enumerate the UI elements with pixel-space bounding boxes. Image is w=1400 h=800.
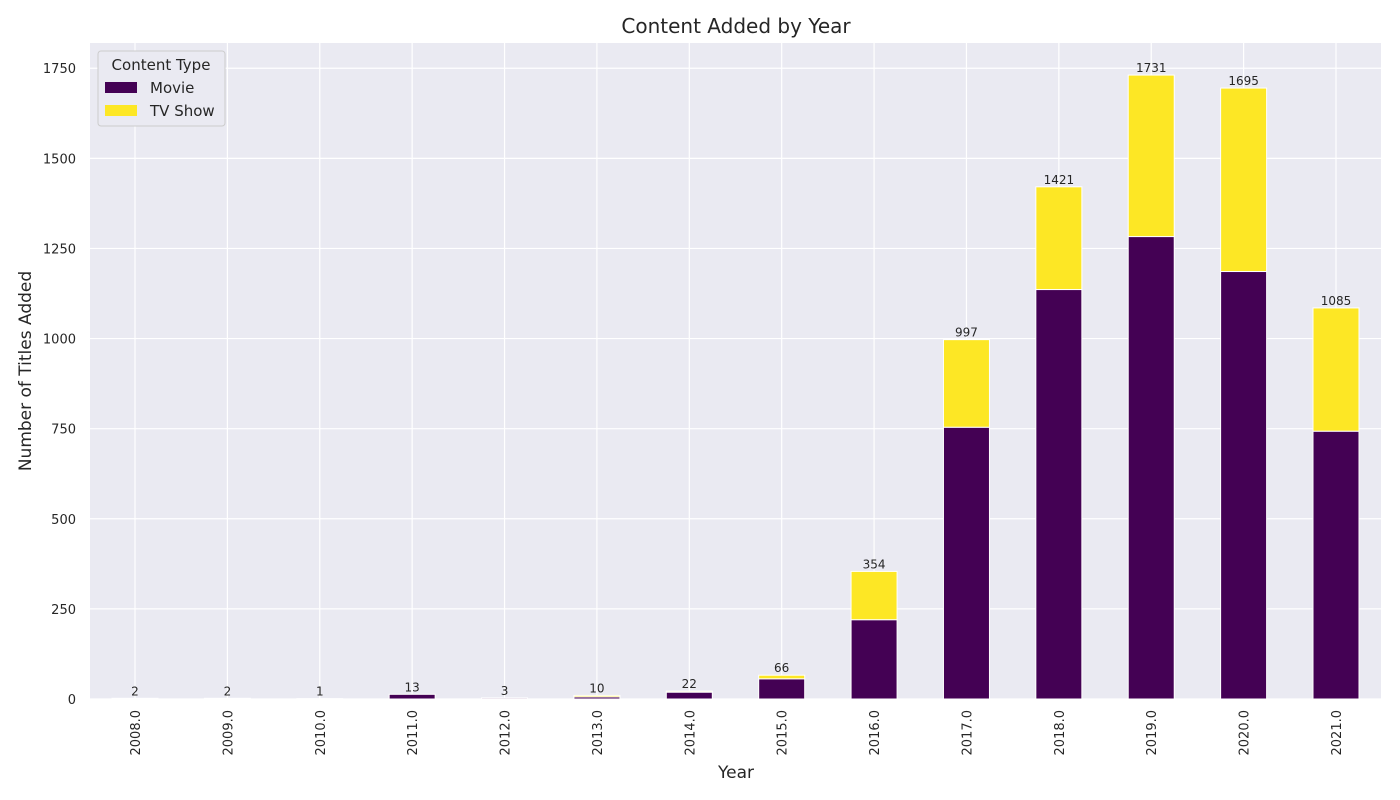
bars	[111, 74, 1360, 700]
total-label: 10	[589, 681, 604, 695]
total-label: 997	[955, 326, 978, 340]
plot-background	[90, 43, 1381, 699]
y-tick-label: 1750	[43, 62, 76, 77]
bar-movie-2016	[850, 619, 898, 700]
y-tick-label: 1000	[43, 333, 76, 348]
x-tick-label: 2015.0	[776, 710, 791, 756]
x-tick-label: 2017.0	[960, 710, 975, 756]
bar-tv-show-2018	[1035, 186, 1083, 291]
x-axis-title: Year	[717, 763, 754, 783]
bar-movie-2009	[203, 697, 251, 700]
bar-movie-2017	[942, 426, 990, 700]
total-label: 1085	[1321, 294, 1352, 308]
bar-movie-2014	[665, 691, 713, 700]
x-tick-label: 2019.0	[1145, 710, 1160, 756]
bar-tv-show-2019	[1127, 74, 1175, 238]
legend-swatch-movie	[105, 82, 137, 93]
bar-tv-show-2014	[665, 690, 713, 693]
x-tick-label: 2014.0	[683, 710, 698, 756]
x-tick-label: 2021.0	[1330, 710, 1345, 756]
bar-movie-2020	[1220, 271, 1268, 700]
bar-tv-show-2016	[850, 570, 898, 621]
bar-tv-show-2020	[1220, 87, 1268, 273]
total-label: 3	[501, 684, 509, 698]
legend-label-movie: Movie	[150, 79, 194, 97]
total-label: 1731	[1136, 61, 1167, 75]
total-label: 66	[774, 661, 789, 675]
total-label: 354	[863, 557, 886, 571]
bar-movie-2012	[481, 697, 529, 700]
legend-title: Content Type	[112, 56, 211, 74]
y-tick-label: 0	[68, 693, 76, 708]
x-tick-label: 2013.0	[591, 710, 606, 756]
bar-movie-2010	[296, 698, 344, 700]
bar-tv-show-2015	[758, 674, 806, 680]
bar-tv-show-2013	[573, 694, 621, 698]
bar-movie-2015	[758, 678, 806, 700]
total-label: 1695	[1228, 74, 1259, 88]
total-label: 1	[316, 685, 324, 699]
total-label: 22	[682, 677, 697, 691]
bar-movie-2021	[1312, 430, 1360, 700]
legend-label-tv-show: TV Show	[149, 102, 215, 120]
bar-movie-2019	[1127, 236, 1175, 700]
x-axis-ticks: 2008.0 2009.0 2010.0 2011.0 2012.0 2013.0 2014…	[129, 710, 1345, 756]
x-tick-label: 2020.0	[1238, 710, 1253, 756]
y-tick-label: 1250	[43, 242, 76, 257]
x-tick-label: 2012.0	[499, 710, 514, 756]
y-tick-label: 1500	[43, 152, 76, 167]
legend-swatch-tv-show	[105, 105, 137, 116]
bar-movie-2011	[388, 693, 436, 700]
total-label: 13	[405, 680, 420, 694]
bar-tv-show-2008	[111, 697, 159, 700]
x-tick-label: 2018.0	[1053, 710, 1068, 756]
y-axis-title: Number of Titles Added	[16, 271, 36, 471]
x-tick-label: 2009.0	[221, 710, 236, 756]
x-tick-label: 2008.0	[129, 710, 144, 756]
bar-tv-show-2021	[1312, 307, 1360, 432]
legend: Content Type Movie TV Show	[97, 50, 226, 127]
chart-title: Content Added by Year	[621, 14, 851, 38]
bar-movie-2018	[1035, 289, 1083, 700]
total-label: 2	[131, 684, 139, 698]
y-tick-label: 250	[51, 603, 76, 618]
y-tick-label: 750	[51, 423, 76, 438]
x-tick-label: 2016.0	[868, 710, 883, 756]
x-tick-label: 2010.0	[314, 710, 329, 756]
total-label: 2	[224, 684, 232, 698]
x-tick-label: 2011.0	[406, 710, 421, 756]
y-axis-ticks: 0 250 500 750 1000 1250 1500 1750	[43, 62, 76, 708]
bar-tv-show-2017	[942, 339, 990, 428]
y-tick-label: 500	[51, 513, 76, 528]
total-label: 1421	[1044, 173, 1075, 187]
